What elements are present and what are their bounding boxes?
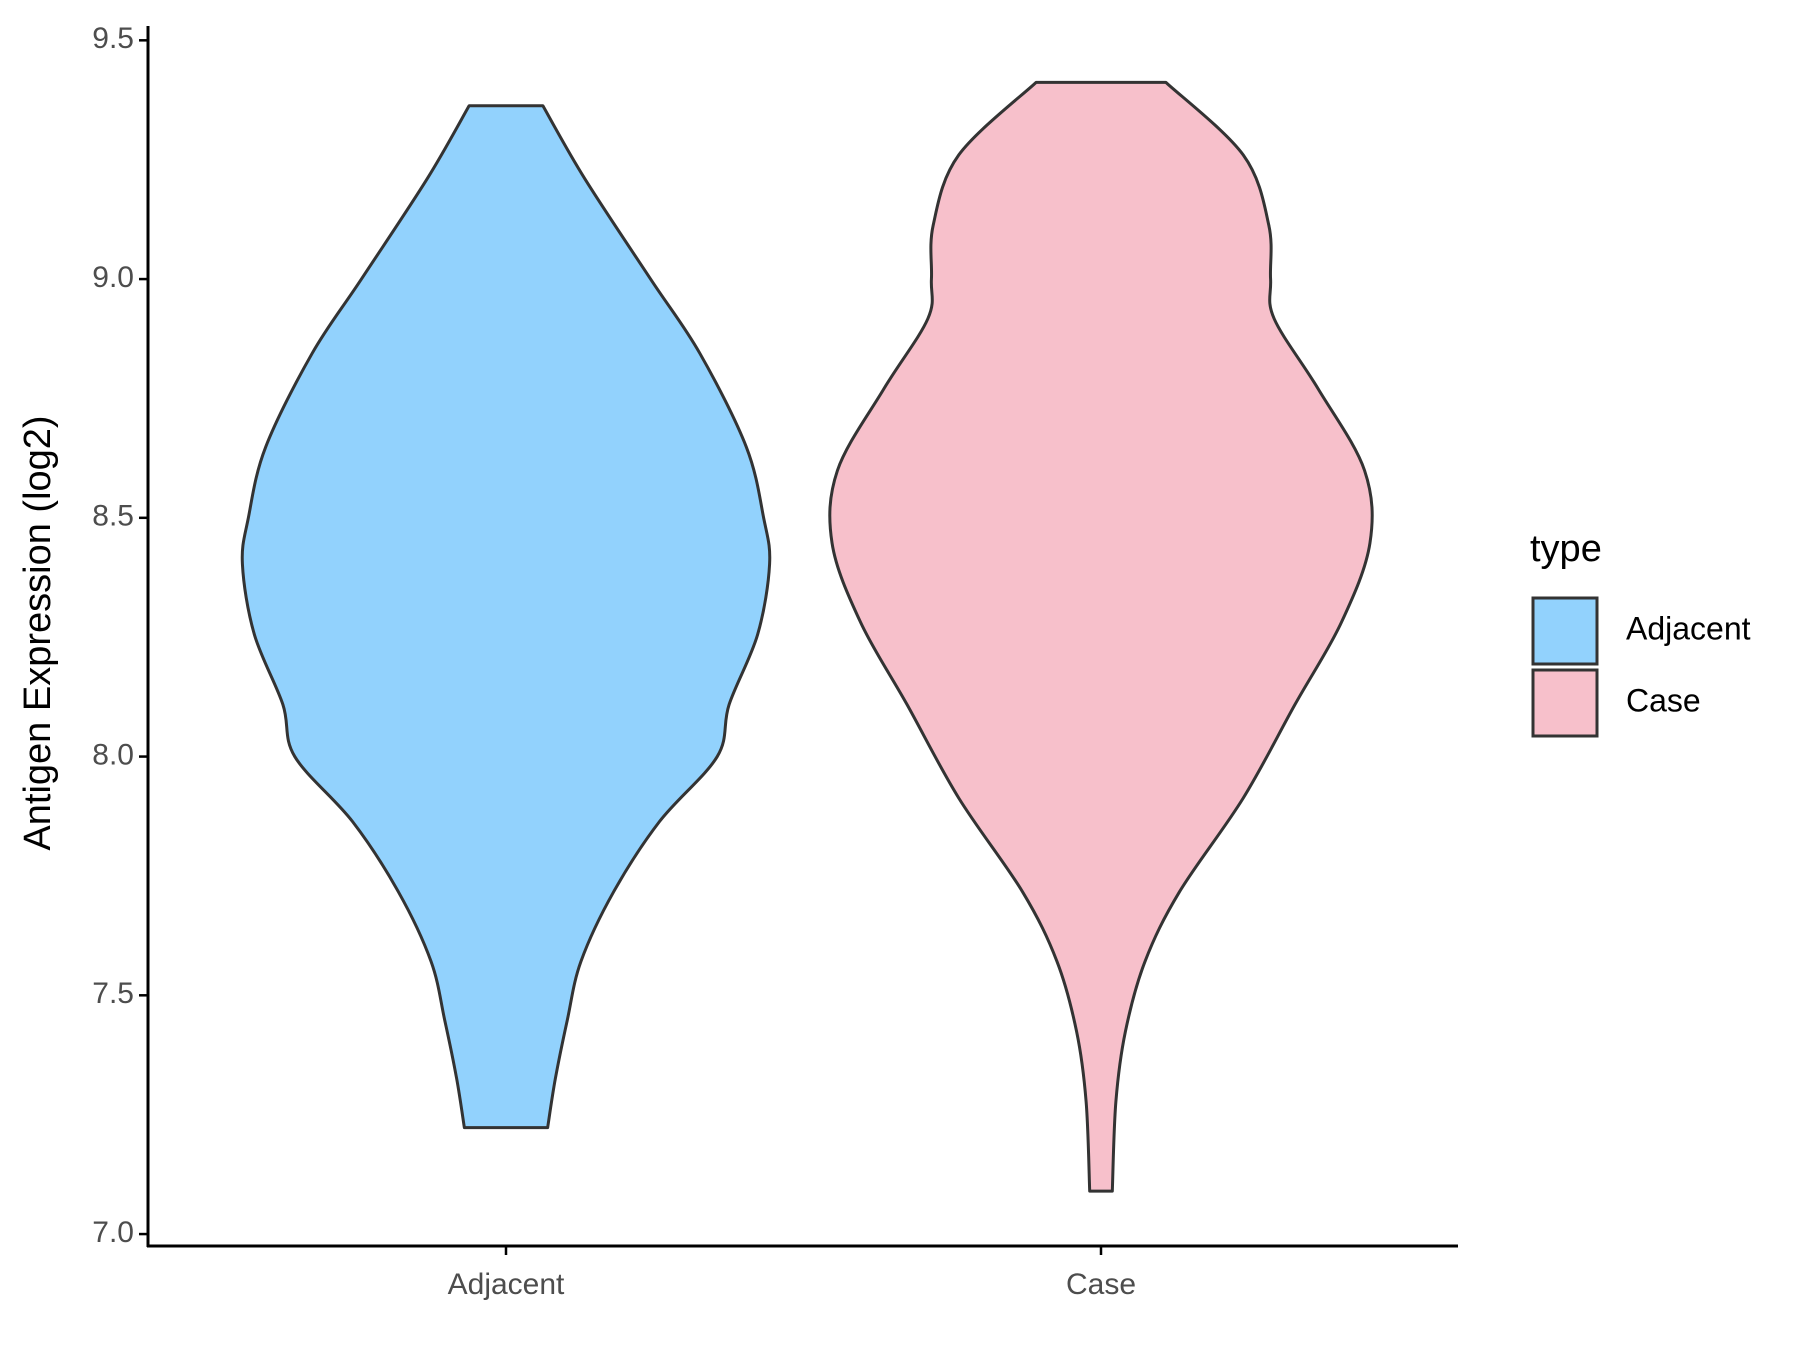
- x-tick-label: Adjacent: [448, 1268, 565, 1301]
- y-tick-label: 9.0: [92, 261, 134, 294]
- violin: [240, 104, 772, 1130]
- y-tick-label: 9.5: [92, 22, 134, 55]
- violin: [828, 80, 1374, 1193]
- legend-label: Case: [1626, 682, 1701, 718]
- x-tick-label: Case: [1066, 1268, 1136, 1301]
- y-tick-label: 8.0: [92, 738, 134, 771]
- y-tick-label: 7.0: [92, 1216, 134, 1249]
- y-tick-label: 8.5: [92, 500, 134, 533]
- legend-swatch: [1531, 596, 1599, 666]
- y-tick-label: 7.5: [92, 977, 134, 1010]
- legend-swatch: [1531, 668, 1599, 738]
- legend-label: Adjacent: [1626, 610, 1751, 646]
- legend-title: type: [1530, 528, 1602, 570]
- y-axis-label: Antigen Expression (log2): [17, 415, 59, 850]
